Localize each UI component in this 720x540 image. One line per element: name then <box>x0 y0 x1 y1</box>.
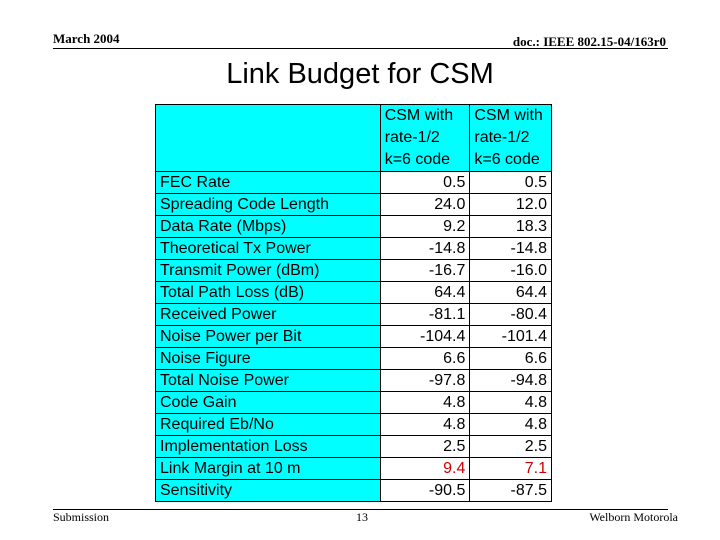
row-value-col1: -104.4 <box>379 325 471 348</box>
footer-page-number: 13 <box>356 510 368 524</box>
row-value-col1: -97.8 <box>379 369 471 392</box>
row-label: Link Margin at 10 m <box>155 457 381 480</box>
row-label: FEC Rate <box>155 171 381 194</box>
column-header-line: rate-1/2 <box>474 129 530 146</box>
row-value-col2: 2.5 <box>469 435 552 458</box>
link-budget-table: CSM with rate-1/2 k=6 code CSM with rate… <box>155 104 552 502</box>
row-label: Required Eb/No <box>155 413 381 436</box>
row-value-col2: -80.4 <box>469 303 552 326</box>
row-label: Total Path Loss (dB) <box>155 281 381 304</box>
row-value-col2: 4.8 <box>469 413 552 436</box>
row-value-col2: -16.0 <box>469 259 552 282</box>
row-value-col1: 4.8 <box>379 391 471 414</box>
row-label: Transmit Power (dBm) <box>155 259 381 282</box>
table-row: Total Noise Power -97.8 -94.8 <box>155 369 552 392</box>
table-row: Spreading Code Length 24.0 12.0 <box>155 193 552 216</box>
row-value-col1: -90.5 <box>379 479 471 502</box>
row-value-col1-highlight: 9.4 <box>379 457 471 480</box>
column-header-2: CSM with rate-1/2 k=6 code <box>469 104 552 172</box>
row-value-col2: 64.4 <box>469 281 552 304</box>
column-header-line: CSM with <box>384 107 454 124</box>
table-row-link-margin: Link Margin at 10 m 9.4 7.1 <box>155 457 552 480</box>
table-row: Implementation Loss 2.5 2.5 <box>155 435 552 458</box>
row-value-col2: -14.8 <box>469 237 552 260</box>
row-value-col1: 6.6 <box>379 347 471 370</box>
row-value-col2: 4.8 <box>469 391 552 414</box>
row-label: Sensitivity <box>155 479 381 502</box>
row-label: Received Power <box>155 303 381 326</box>
footer-divider <box>53 509 668 510</box>
header-doc-id: doc.: IEEE 802.15-04/163r0 <box>512 34 666 49</box>
table-header-blank <box>155 104 381 172</box>
row-label: Noise Figure <box>155 347 381 370</box>
row-label: Implementation Loss <box>155 435 381 458</box>
row-label: Theoretical Tx Power <box>155 237 381 260</box>
column-header-line: CSM with <box>474 107 543 124</box>
row-label: Spreading Code Length <box>155 193 381 216</box>
row-value-col1: 0.5 <box>379 171 471 194</box>
row-value-col1: 24.0 <box>379 193 471 216</box>
header-date: March 2004 <box>53 31 120 46</box>
footer-author: Welborn Motorola <box>589 510 678 524</box>
row-value-col1: -16.7 <box>379 259 471 282</box>
row-value-col2-highlight: 7.1 <box>469 457 552 480</box>
row-label: Total Noise Power <box>155 369 381 392</box>
row-label: Data Rate (Mbps) <box>155 215 381 238</box>
column-header-line: k=6 code <box>384 151 451 168</box>
header-divider <box>53 48 668 49</box>
table-row: Sensitivity -90.5 -87.5 <box>155 479 552 502</box>
table-row: Theoretical Tx Power -14.8 -14.8 <box>155 237 552 260</box>
row-value-col1: 2.5 <box>379 435 471 458</box>
row-value-col2: 0.5 <box>469 171 552 194</box>
row-value-col1: 9.2 <box>379 215 471 238</box>
table-row: Total Path Loss (dB) 64.4 64.4 <box>155 281 552 304</box>
column-header-1: CSM with rate-1/2 k=6 code <box>379 104 471 172</box>
row-label: Noise Power per Bit <box>155 325 381 348</box>
row-label: Code Gain <box>155 391 381 414</box>
table-row: FEC Rate 0.5 0.5 <box>155 171 552 194</box>
table-header-row: CSM with rate-1/2 k=6 code CSM with rate… <box>155 104 552 172</box>
row-value-col1: 4.8 <box>379 413 471 436</box>
slide-title: Link Budget for CSM <box>226 58 494 90</box>
column-header-line: k=6 code <box>474 151 540 168</box>
footer-submission: Submission <box>53 510 110 524</box>
table-row: Received Power -81.1 -80.4 <box>155 303 552 326</box>
column-header-line: rate-1/2 <box>384 129 440 146</box>
row-value-col2: -87.5 <box>469 479 552 502</box>
table-row: Data Rate (Mbps) 9.2 18.3 <box>155 215 552 238</box>
row-value-col1: -81.1 <box>379 303 471 326</box>
row-value-col2: 18.3 <box>469 215 552 238</box>
row-value-col2: 12.0 <box>469 193 552 216</box>
table-row: Transmit Power (dBm) -16.7 -16.0 <box>155 259 552 282</box>
row-value-col1: -14.8 <box>379 237 471 260</box>
row-value-col2: 6.6 <box>469 347 552 370</box>
table-row: Required Eb/No 4.8 4.8 <box>155 413 552 436</box>
row-value-col2: -94.8 <box>469 369 552 392</box>
table-row: Noise Power per Bit -104.4 -101.4 <box>155 325 552 348</box>
table-row: Noise Figure 6.6 6.6 <box>155 347 552 370</box>
row-value-col1: 64.4 <box>379 281 471 304</box>
table-row: Code Gain 4.8 4.8 <box>155 391 552 414</box>
row-value-col2: -101.4 <box>469 325 552 348</box>
